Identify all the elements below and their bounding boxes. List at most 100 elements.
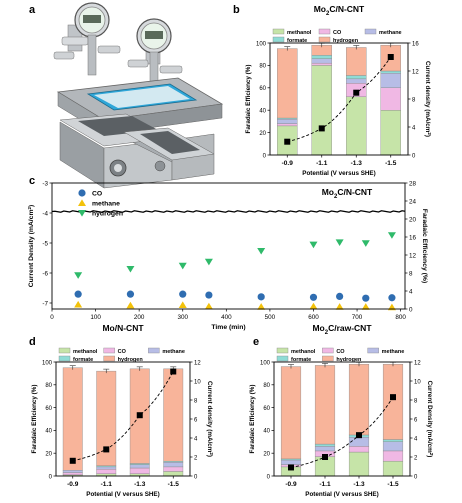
bar-segment-hydrogen (277, 48, 298, 119)
legend-label-hydrogen: hydrogen (92, 211, 123, 218)
y2-tick-label: 6 (194, 417, 198, 423)
legend-swatch-formate (272, 36, 285, 43)
y-tick-label: 20 (45, 452, 52, 458)
legend-swatch-co (322, 347, 334, 354)
y-tick-label: 80 (45, 383, 52, 389)
chart-d: Mo/N-CNT -0.9 -1.1 -1.3 -1.5 0 20 40 60 80 100 0 2 4 6… (31, 323, 215, 498)
y2-tick-label: 0 (412, 153, 416, 159)
current-density-point (356, 432, 362, 439)
y2-axis-label: Current density (mA/cm2) (424, 61, 433, 137)
legend-label-formate: formate (287, 38, 307, 44)
chart-title: Mo2C/raw-CNT (312, 323, 372, 336)
panel-label-c: c (29, 175, 36, 187)
current-density-trend (290, 396, 394, 468)
y2-axis-label: Faradaic Efficiency (%) (421, 209, 428, 283)
bar-segment-methane (62, 470, 83, 473)
y-tick-label: -4 (42, 210, 48, 217)
legend-swatch-methane (367, 347, 379, 354)
legend-label-hydrogen: hydrogen (333, 38, 359, 44)
bar-segment-methane (314, 446, 336, 452)
legend-swatch-hydrogen (322, 355, 334, 362)
x-axis-label: Potential (V versus SHE) (305, 491, 378, 498)
panel-label-e: e (253, 336, 260, 348)
legend-swatch-methane (148, 347, 160, 354)
legend-label-methane: methane (162, 349, 185, 355)
y-tick-label: 40 (45, 429, 52, 435)
legend-label-methane: methane (92, 201, 120, 208)
legend-marker-co (78, 189, 86, 197)
y-tick-label: 80 (263, 383, 270, 389)
bar-segment-methanol (348, 451, 370, 477)
legend-label-co: CO (118, 349, 127, 355)
y-tick-label: 40 (263, 429, 270, 435)
chart-c: 0 100 200 300 400 500 600 700 800 -7 -6 -5 -4 -3 0 4 8 12… (27, 180, 429, 331)
x-tick-label: 600 (308, 314, 319, 321)
x-tick-label: -1.3 (134, 481, 146, 488)
x-tick-label: 200 (134, 314, 145, 321)
y2-tick-label: 4 (409, 288, 413, 295)
x-axis-label: Time (min) (211, 324, 245, 331)
bar-segment-co (129, 467, 150, 474)
y2-tick-label: 12 (194, 360, 201, 366)
x-tick-label: -1.5 (387, 481, 399, 488)
x-tick-label: -1.1 (101, 481, 113, 488)
legend-label-methanol: methanol (73, 349, 98, 355)
legend-swatch-methanol (276, 347, 289, 354)
y2-tick-label: 16 (412, 41, 419, 47)
y-tick-label: 80 (259, 64, 266, 70)
bar-segment-methane (163, 462, 184, 468)
panel-label-d: d (29, 336, 36, 348)
current-density-point (322, 454, 328, 460)
data-point-co (205, 291, 213, 299)
bar-segment-formate (314, 443, 336, 447)
y2-tick-label: 2 (414, 455, 418, 461)
bar-segment-co (311, 62, 332, 66)
y2-tick-label: 8 (409, 270, 413, 277)
bar-segment-co (96, 468, 117, 474)
y-axis-label: Faradaic Efficiency (%) (249, 385, 256, 454)
y2-tick-label: 4 (194, 436, 198, 442)
x-tick-label: -0.9 (285, 481, 297, 488)
y-tick-label: 100 (260, 360, 271, 366)
bar-segment-co (163, 466, 184, 472)
data-point-methane (257, 303, 266, 310)
data-point-hydrogen (126, 265, 135, 273)
legend-label-co: CO (336, 349, 345, 355)
y-tick-label: 40 (259, 109, 266, 115)
x-tick-label: -1.1 (316, 160, 328, 167)
x-tick-label: 700 (352, 314, 363, 321)
current-density-point (353, 89, 360, 96)
x-tick-label: 0 (50, 314, 54, 321)
data-point-hydrogen (74, 272, 83, 279)
y2-tick-label: 8 (412, 97, 416, 103)
y2-tick-label: 4 (414, 436, 418, 442)
legend-label-co: CO (333, 30, 342, 36)
y2-tick-label: 10 (194, 379, 201, 385)
y2-tick-label: 24 (409, 198, 417, 205)
y2-tick-label: 8 (194, 398, 198, 404)
bar-segment-methane (311, 58, 332, 64)
data-point-methane (335, 303, 344, 310)
x-tick-label: 100 (90, 314, 101, 321)
y2-tick-label: 8 (414, 398, 418, 404)
plot-frame (51, 182, 406, 310)
current-density-point (170, 368, 177, 375)
current-density-point (387, 54, 394, 60)
current-density-point (136, 412, 143, 419)
data-point-hydrogen (178, 262, 187, 270)
chart-title: Mo/N-CNT (102, 323, 144, 333)
data-point-methane (361, 303, 370, 310)
data-point-methane (309, 302, 318, 310)
chart-title: Mo2C/N-CNT (314, 4, 365, 17)
bar-segment-methanol (311, 65, 332, 156)
panel-label-a: a (29, 4, 36, 16)
y2-tick-label: 4 (412, 125, 416, 131)
bar-segment-hydrogen (62, 367, 83, 471)
data-point-hydrogen (309, 241, 318, 249)
chart-e: Mo2C/raw-CNT-0.9 -1.1 -1.3 -1.5020406080100… (249, 323, 435, 498)
y-tick-label: 0 (267, 474, 271, 480)
data-point-co (74, 290, 82, 298)
data-point-co (362, 294, 370, 302)
y-tick-label: 20 (259, 131, 266, 137)
